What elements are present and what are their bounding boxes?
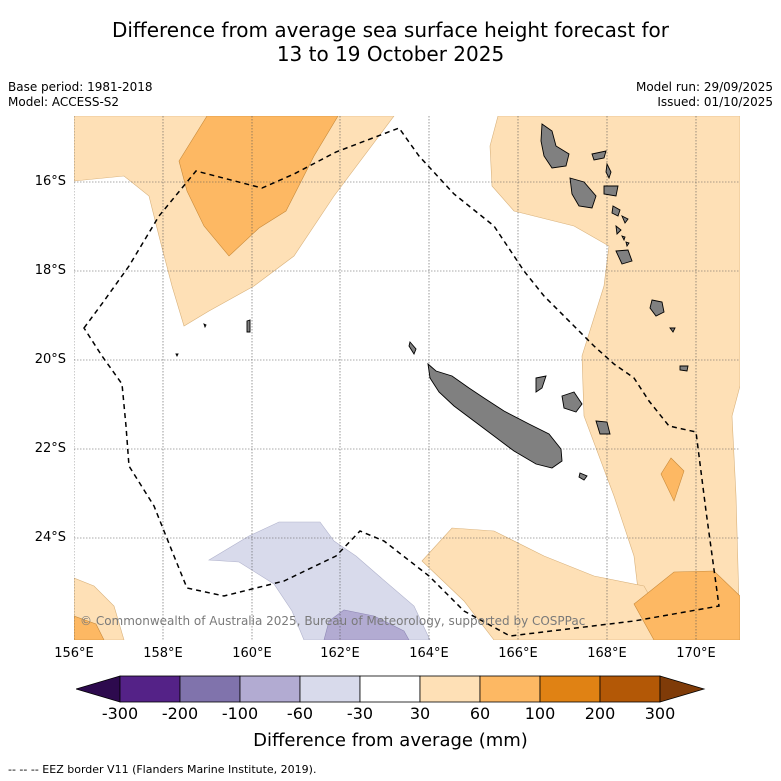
lon-label-156e: 156°E <box>54 646 94 661</box>
lat-label-16s: 16°S <box>34 174 66 189</box>
loyalty-island-mare <box>595 420 611 435</box>
anomaly-region-orange-nw <box>178 116 339 257</box>
colorbar-tick-label: -300 <box>101 704 139 723</box>
model-name: Model: ACCESS-S2 <box>8 95 120 109</box>
island-north-cap <box>408 341 417 355</box>
lon-label-160e: 160°E <box>232 646 272 661</box>
lat-label-18s: 18°S <box>34 263 66 278</box>
vanuatu-ambae <box>603 185 619 197</box>
colorbar-tick-label: 60 <box>469 704 491 723</box>
vanuatu-espiritu-santo <box>540 123 570 169</box>
land-masses <box>175 123 689 481</box>
vanuatu-efate <box>611 205 621 217</box>
new-caledonia-island <box>427 362 563 469</box>
colorbar-tick-label: 30 <box>409 704 431 723</box>
anomaly-region-light-orange-east <box>489 116 740 640</box>
reef-tiny-b <box>175 353 179 358</box>
colorbar-svg <box>74 675 706 703</box>
map-title: Difference from average sea surface heig… <box>0 18 781 66</box>
map-svg <box>74 116 740 640</box>
vanuatu-aneityum <box>669 327 676 333</box>
title-line-2: 13 to 19 October 2025 <box>276 42 505 66</box>
title-line-1: Difference from average sea surface heig… <box>111 18 670 42</box>
meta-right: Model run: 29/09/2025 Issued: 01/10/2025 <box>636 80 773 110</box>
colorbar-segment <box>239 675 301 703</box>
colorbar-segment <box>179 675 241 703</box>
colorbar-tick-label: -100 <box>221 704 259 723</box>
eez-border <box>83 127 720 637</box>
vanuatu-islet-b <box>625 241 630 248</box>
model-run: Model run: 29/09/2025 <box>635 80 773 94</box>
colorbar <box>74 673 706 709</box>
eez-footnote: -- -- -- EEZ border V11 (Flanders Marine… <box>8 763 317 776</box>
anomaly-region-purple <box>323 609 410 640</box>
isle-of-pines <box>578 472 588 481</box>
lon-label-158e: 158°E <box>143 646 183 661</box>
colorbar-segments <box>74 675 706 703</box>
reef-tiny-a <box>203 323 207 329</box>
colorbar-segment <box>419 675 481 703</box>
colorbar-tick-label: -60 <box>286 704 314 723</box>
vanuatu-small-north <box>591 150 607 161</box>
vanuatu-erromango <box>615 249 633 265</box>
anomaly-region-light-purple <box>208 521 431 640</box>
colorbar-tick-label: -200 <box>161 704 199 723</box>
colorbar-tick-label: 100 <box>524 704 556 723</box>
anomaly-region-orange-sw <box>74 615 105 640</box>
lon-label-162e: 162°E <box>320 646 360 661</box>
map-panel <box>74 116 740 640</box>
colorbar-segment-max <box>659 675 706 703</box>
gridlines <box>74 116 740 640</box>
colorbar-segment <box>119 675 181 703</box>
colorbar-tick-label: 200 <box>584 704 616 723</box>
vanuatu-islet-a <box>621 235 626 242</box>
lon-label-164e: 164°E <box>409 646 449 661</box>
anomaly-region-light-orange-south <box>421 527 675 640</box>
loyalty-island-ouvea <box>535 375 547 393</box>
vanuatu-pentecost <box>605 162 612 180</box>
loyalty-island-lifou <box>561 391 583 413</box>
vanuatu-malekula <box>569 177 597 209</box>
meta-left: Base period: 1981-2018 Model: ACCESS-S2 <box>8 80 153 110</box>
vanuatu-small-b <box>615 224 622 235</box>
lat-label-24s: 24°S <box>34 530 66 545</box>
colorbar-segment <box>539 675 601 703</box>
colorbar-segment <box>599 675 661 703</box>
colorbar-tick-label: 300 <box>644 704 676 723</box>
issued-date: Issued: 01/10/2025 <box>657 95 773 109</box>
colorbar-segment <box>299 675 361 703</box>
lon-label-168e: 168°E <box>587 646 627 661</box>
colorbar-segment-min <box>74 675 121 703</box>
colorbar-segment <box>479 675 541 703</box>
island-west-small <box>246 319 251 333</box>
lat-label-22s: 22°S <box>34 441 66 456</box>
lon-label-170e: 170°E <box>676 646 716 661</box>
anomaly-region-orange-se <box>633 570 740 640</box>
colorbar-segment <box>359 675 421 703</box>
vanuatu-small-a <box>621 215 629 224</box>
base-period: Base period: 1981-2018 <box>8 80 153 94</box>
island-east-small <box>679 365 689 372</box>
colorbar-label: Difference from average (mm) <box>253 730 528 751</box>
anomaly-region-orange-small <box>660 457 685 502</box>
lat-label-20s: 20°S <box>34 352 66 367</box>
vanuatu-tanna <box>649 299 665 317</box>
copyright-text: © Commonwealth of Australia 2025, Bureau… <box>80 614 586 628</box>
lon-label-166e: 166°E <box>498 646 538 661</box>
colorbar-tick-label: -30 <box>346 704 374 723</box>
